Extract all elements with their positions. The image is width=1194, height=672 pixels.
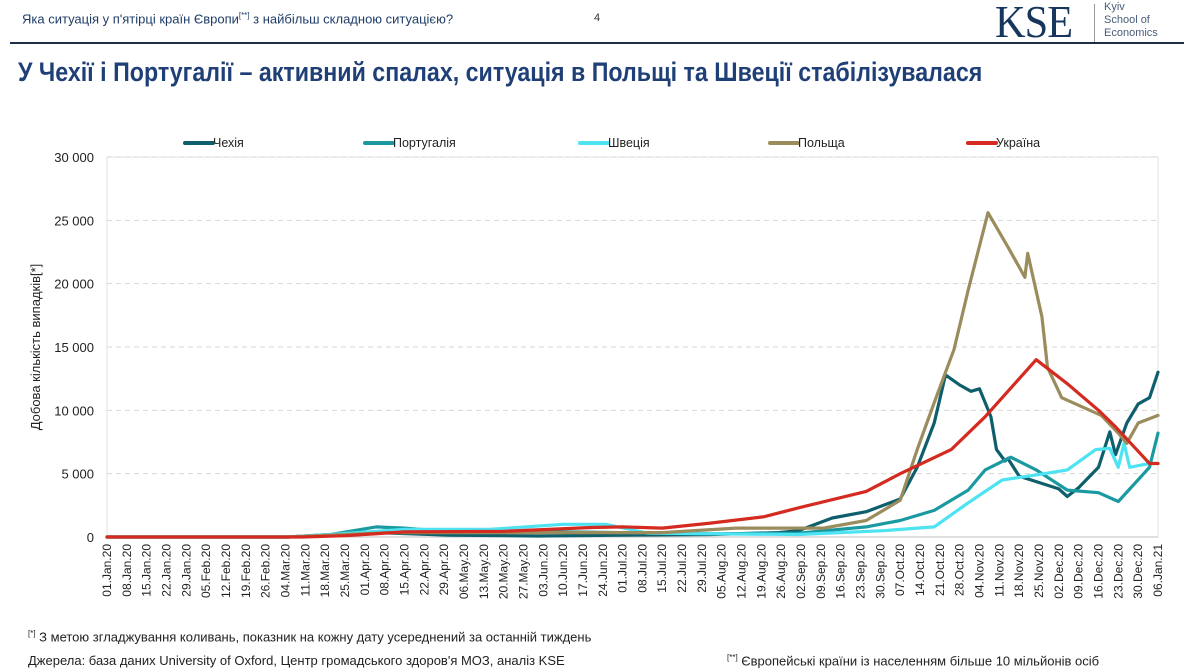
x-tick-label: 16.Sep.20 <box>834 544 848 599</box>
x-tick-label: 05.Feb.20 <box>199 544 213 598</box>
legend-label: Чехія <box>213 136 244 150</box>
x-tick-label: 12.Feb.20 <box>219 544 233 598</box>
x-tick-label: 13.May.20 <box>477 544 491 599</box>
x-tick-label: 24.Jun.20 <box>596 544 610 597</box>
series-line-0 <box>105 370 1160 539</box>
footnote-mark: [**] <box>727 653 738 662</box>
series-line-4 <box>105 358 1160 539</box>
footnote-text: Європейські країни із населенням більше … <box>737 653 1100 669</box>
series-line-2 <box>105 441 1160 539</box>
x-tick-label: 22.Jan.20 <box>159 544 173 597</box>
y-tick-label: 10 000 <box>54 403 94 418</box>
legend-item: Польща <box>768 136 845 150</box>
x-tick-label: 03.Jun.20 <box>536 544 550 597</box>
series-line-1 <box>105 431 1160 539</box>
legend-item: Швеція <box>578 136 650 150</box>
legend-label: Швеція <box>608 136 650 150</box>
x-tick-label: 19.Aug.20 <box>754 544 768 599</box>
footnote-smoothing: [*] З метою згладжування коливань, показ… <box>28 629 591 644</box>
legend-item: Португалія <box>363 136 456 150</box>
x-tick-label: 27.May.20 <box>516 544 530 599</box>
x-tick-label: 07.Oct.20 <box>893 544 907 596</box>
page-title: У Чехії і Португалії – активний спалах, … <box>18 57 983 87</box>
x-tick-label: 28.Oct.20 <box>953 544 967 596</box>
x-tick-label: 22.Apr.20 <box>417 544 431 596</box>
legend-item: Чехія <box>183 136 244 150</box>
legend-item: Україна <box>966 136 1040 150</box>
x-tick-label: 15.Jul.20 <box>655 544 669 593</box>
subtitle-text: Яка ситуація у п'ятірці країн Європи <box>22 11 239 27</box>
subtitle-footnote-mark: [**] <box>238 11 250 20</box>
x-tick-label: 23.Sep.20 <box>854 544 868 599</box>
x-tick-label: 29.Jan.20 <box>179 544 193 597</box>
x-tick-label: 12.Aug.20 <box>735 544 749 599</box>
y-tick-label: 5 000 <box>61 467 94 482</box>
footnote-sources: Джерела: база даних University of Oxford… <box>28 653 565 668</box>
logo-text: Kyiv School of Economics <box>1104 1 1158 40</box>
x-tick-label: 19.Feb.20 <box>239 544 253 598</box>
x-tick-label: 01.Apr.20 <box>358 544 372 596</box>
logo-divider <box>1094 4 1095 42</box>
x-tick-label: 20.May.20 <box>497 544 511 599</box>
x-tick-label: 25.Mar.20 <box>338 544 352 598</box>
header-divider <box>10 42 1184 44</box>
x-tick-label: 18.Nov.20 <box>1012 544 1026 598</box>
x-tick-label: 08.Apr.20 <box>378 544 392 596</box>
x-tick-label: 02.Sep.20 <box>794 544 808 599</box>
x-tick-label: 30.Dec.20 <box>1131 544 1145 599</box>
x-tick-label: 02.Dec.20 <box>1052 544 1066 599</box>
x-tick-label: 04.Nov.20 <box>973 544 987 598</box>
x-tick-label: 01.Jan.20 <box>100 544 114 597</box>
x-tick-label: 15.Apr.20 <box>397 544 411 596</box>
x-tick-label: 29.Apr.20 <box>437 544 451 596</box>
x-tick-label: 05.Aug.20 <box>715 544 729 599</box>
x-tick-label: 26.Aug.20 <box>774 544 788 599</box>
legend-label: Польща <box>798 136 845 150</box>
x-tick-label: 01.Jul.20 <box>616 544 630 593</box>
x-tick-label: 17.Jun.20 <box>576 544 590 597</box>
y-axis-label: Добова кількість випадків[*] <box>28 264 43 431</box>
y-tick-label: 30 000 <box>54 150 94 165</box>
y-tick-label: 15 000 <box>54 340 94 355</box>
x-tick-label: 26.Feb.20 <box>259 544 273 598</box>
x-tick-label: 04.Mar.20 <box>278 544 292 598</box>
x-tick-label: 16.Dec.20 <box>1092 544 1106 599</box>
x-tick-label: 09.Dec.20 <box>1072 544 1086 599</box>
x-tick-label: 21.Oct.20 <box>933 544 947 596</box>
x-tick-label: 08.Jan.20 <box>120 544 134 597</box>
y-tick-label: 25 000 <box>54 213 94 228</box>
x-tick-label: 09.Sep.20 <box>814 544 828 599</box>
legend-label: Португалія <box>393 136 456 150</box>
x-tick-label: 06.Jan.21 <box>1151 544 1165 597</box>
y-tick-label: 20 000 <box>54 277 94 292</box>
x-tick-label: 15.Jan.20 <box>140 544 154 597</box>
x-tick-label: 22.Jul.20 <box>675 544 689 593</box>
slide-subtitle: Яка ситуація у п'ятірці країн Європи[**]… <box>22 11 453 26</box>
kse-logo: KSE <box>995 0 1079 47</box>
y-tick-label: 0 <box>87 530 94 545</box>
x-tick-label: 06.May.20 <box>457 544 471 599</box>
x-tick-label: 30.Sep.20 <box>873 544 887 599</box>
x-tick-label: 08.Jul.20 <box>635 544 649 593</box>
footnote-countries: [**] Європейські країни із населенням бі… <box>727 653 1099 668</box>
x-tick-label: 23.Dec.20 <box>1111 544 1125 599</box>
logo-mark: KSE <box>995 0 1073 47</box>
logo-line: Kyiv <box>1104 1 1125 13</box>
x-tick-label: 18.Mar.20 <box>318 544 332 598</box>
subtitle-text-end: з найбільш складною ситуацією? <box>249 11 454 27</box>
footnote-text: З метою згладжування коливань, показник … <box>35 629 592 645</box>
legend-label: Україна <box>996 136 1040 150</box>
logo-line: School of <box>1104 14 1150 26</box>
x-tick-label: 25.Nov.20 <box>1032 544 1046 598</box>
x-tick-label: 10.Jun.20 <box>556 544 570 597</box>
footnote-mark: [*] <box>28 629 36 638</box>
logo-line: Economics <box>1104 27 1158 39</box>
x-tick-label: 29.Jul.20 <box>695 544 709 593</box>
x-tick-label: 11.Nov.20 <box>992 544 1006 597</box>
page-number: 4 <box>594 12 601 24</box>
x-tick-label: 14.Oct.20 <box>913 544 927 596</box>
series-line-3 <box>105 211 1160 539</box>
x-tick-label: 11.Mar.20 <box>298 544 312 597</box>
